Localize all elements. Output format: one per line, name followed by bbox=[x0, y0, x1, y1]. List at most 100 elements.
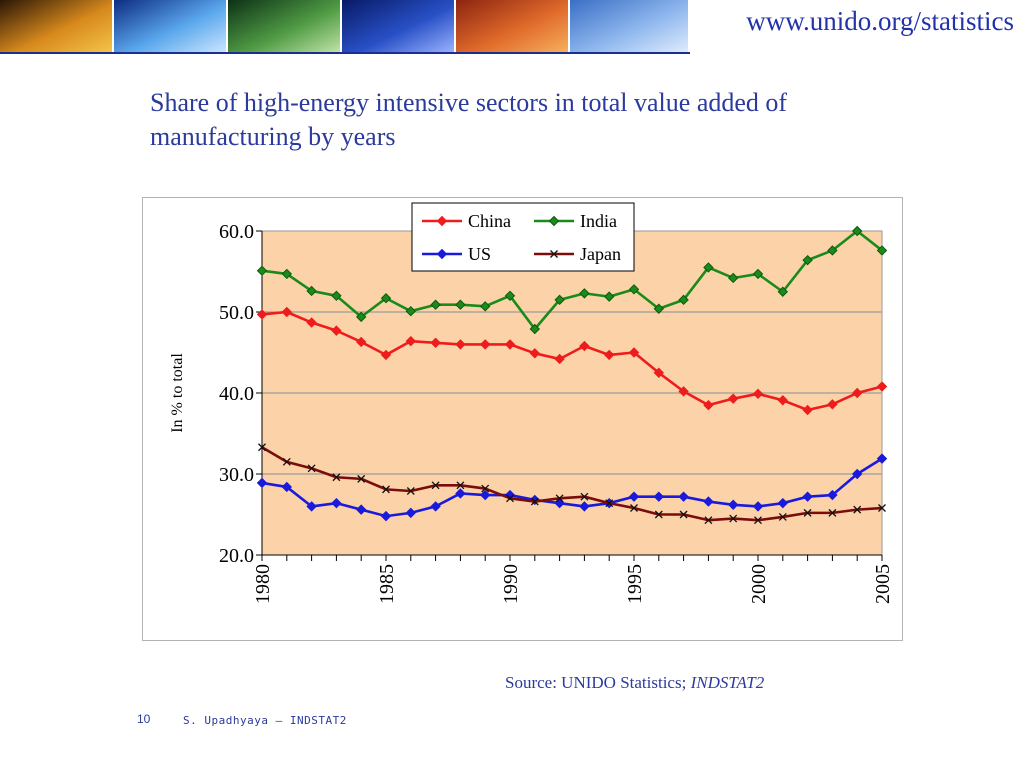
circuit-board-photo bbox=[342, 0, 454, 54]
data-point-japan bbox=[878, 504, 886, 512]
legend-marker-us bbox=[436, 248, 448, 260]
data-point-china bbox=[504, 339, 516, 350]
data-point-japan bbox=[729, 514, 738, 523]
x-tick-label: 1985 bbox=[376, 564, 398, 604]
data-point-india bbox=[802, 254, 813, 266]
page-number: 10 bbox=[137, 712, 151, 726]
data-point-china bbox=[405, 335, 417, 347]
legend: China India US Japan bbox=[411, 202, 635, 272]
site-url[interactable]: www.unido.org/statistics bbox=[746, 6, 1014, 36]
data-point-japan bbox=[481, 484, 490, 493]
data-point-japan bbox=[704, 516, 713, 525]
data-point-china bbox=[678, 386, 689, 397]
data-point-india bbox=[653, 303, 665, 314]
data-point-us bbox=[827, 489, 838, 501]
data-point-us bbox=[579, 501, 590, 512]
legend-label-japan: Japan bbox=[580, 244, 621, 264]
data-point-india bbox=[579, 288, 590, 299]
data-point-india bbox=[430, 299, 441, 310]
data-point-japan bbox=[382, 485, 390, 494]
series-japan bbox=[258, 443, 886, 525]
data-point-us bbox=[703, 496, 714, 507]
data-point-india bbox=[504, 290, 516, 302]
data-point-us bbox=[380, 510, 392, 522]
data-point-china bbox=[703, 399, 714, 411]
data-point-china bbox=[554, 353, 565, 365]
data-point-india bbox=[455, 299, 466, 310]
data-point-india bbox=[678, 294, 689, 306]
series-line-china bbox=[261, 310, 883, 412]
data-point-china bbox=[851, 387, 863, 399]
y-axis-title: In % to total bbox=[169, 353, 186, 433]
data-point-india bbox=[554, 294, 565, 306]
data-point-japan bbox=[630, 504, 638, 512]
data-point-china bbox=[876, 381, 888, 392]
source-note: Source: UNIDO Statistics; INDSTAT2 bbox=[505, 673, 764, 693]
data-point-us bbox=[256, 477, 268, 489]
legend-marker-india bbox=[548, 215, 560, 227]
data-point-japan bbox=[258, 443, 266, 452]
data-point-us bbox=[281, 481, 293, 493]
series-china bbox=[256, 306, 888, 416]
x-tick-label: 1990 bbox=[500, 564, 522, 604]
legend-label-china: China bbox=[468, 211, 511, 231]
data-point-japan bbox=[778, 512, 787, 521]
data-point-us bbox=[752, 501, 764, 512]
series-line-japan bbox=[261, 446, 883, 522]
data-point-us bbox=[355, 504, 367, 515]
data-point-us bbox=[405, 507, 417, 519]
data-point-china bbox=[430, 337, 441, 348]
data-point-japan bbox=[406, 487, 415, 495]
series-us bbox=[256, 453, 888, 522]
data-point-us bbox=[653, 491, 665, 502]
data-point-china bbox=[306, 317, 317, 328]
data-point-us bbox=[851, 468, 863, 480]
data-point-india bbox=[281, 268, 293, 280]
data-point-china bbox=[603, 349, 615, 361]
data-point-china bbox=[355, 336, 367, 348]
data-point-india bbox=[827, 245, 838, 256]
data-point-us bbox=[727, 499, 739, 510]
legend-box bbox=[411, 202, 635, 272]
data-point-china bbox=[281, 306, 293, 318]
line-chart: 20.0 30.0 40.0 50.0 60.0 1980 1985 1990 1995 2000… bbox=[169, 202, 894, 604]
kid-kite-photo bbox=[0, 0, 112, 54]
y-tick-label: 30.0 bbox=[219, 464, 254, 486]
data-point-japan bbox=[828, 508, 837, 517]
data-point-japan bbox=[530, 497, 539, 506]
data-point-japan bbox=[580, 492, 589, 501]
data-point-us bbox=[678, 491, 689, 502]
data-point-japan bbox=[332, 473, 341, 482]
data-point-india bbox=[355, 311, 367, 323]
y-tick-label: 40.0 bbox=[219, 383, 254, 405]
x-tick-label: 2000 bbox=[748, 564, 770, 604]
data-point-japan bbox=[803, 508, 812, 517]
source-dataset: INDSTAT2 bbox=[690, 673, 765, 692]
source-prefix: Source: UNIDO Statistics; bbox=[505, 673, 691, 692]
banner-underline bbox=[0, 52, 690, 54]
data-point-japan bbox=[456, 481, 465, 490]
legend-item-us: US bbox=[422, 244, 491, 264]
data-point-china bbox=[827, 399, 838, 410]
data-point-china bbox=[628, 347, 640, 358]
data-point-china bbox=[256, 309, 268, 320]
data-point-us bbox=[479, 489, 491, 501]
legend-marker-japan bbox=[550, 250, 558, 258]
data-point-india bbox=[752, 268, 764, 280]
y-tick-label: 20.0 bbox=[219, 545, 254, 567]
data-point-india bbox=[777, 286, 789, 297]
data-point-india bbox=[405, 305, 417, 317]
series-line-india bbox=[261, 229, 883, 331]
legend-item-india: India bbox=[534, 211, 617, 231]
data-point-japan bbox=[679, 510, 688, 519]
data-point-china bbox=[380, 349, 392, 361]
wind-turbine-photo bbox=[570, 0, 688, 54]
url-box: www.unido.org/statistics bbox=[688, 0, 1024, 46]
data-point-china bbox=[529, 348, 541, 359]
legend-label-us: US bbox=[468, 244, 491, 264]
data-point-india bbox=[256, 265, 268, 276]
data-point-india bbox=[876, 245, 888, 256]
data-point-india bbox=[529, 323, 541, 335]
data-point-india bbox=[703, 262, 714, 273]
legend-marker-china bbox=[436, 215, 448, 227]
